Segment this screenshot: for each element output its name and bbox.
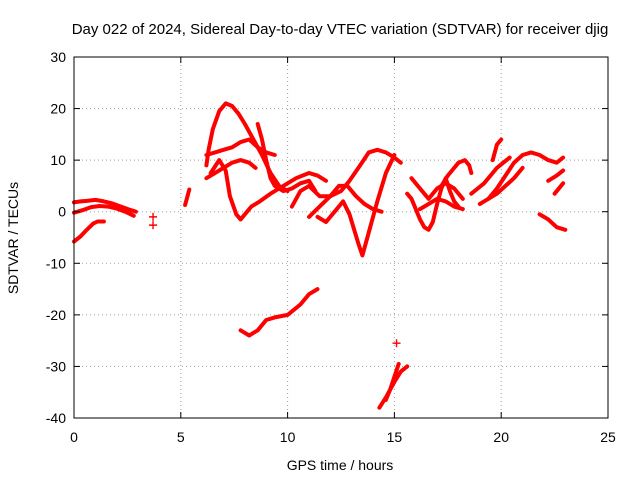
x-tick-label: 15 [387, 429, 403, 445]
series-trace-sat-p [405, 176, 461, 232]
series-trace-sat-u [477, 150, 566, 206]
series-trace-sat-c [72, 219, 106, 244]
axis-ticks: 0 5 10 15 20 25 -40 -30 -20 -10 0 10 20 30 [46, 49, 616, 445]
series-trace-sat-n [238, 287, 320, 338]
y-tick-label: -20 [46, 307, 66, 323]
grid [74, 57, 608, 418]
y-tick-label: 30 [50, 49, 66, 65]
y-tick-label: -10 [46, 255, 66, 271]
x-axis-label: GPS time / hours [287, 457, 394, 473]
series-trace-sat-a [72, 197, 138, 214]
series-trace-sat-j [289, 147, 403, 209]
x-tick-label: 10 [280, 429, 296, 445]
series-trace-sat-d [183, 187, 192, 207]
y-tick-label: -40 [46, 410, 66, 426]
series-trace-sat-x [537, 212, 568, 232]
series-trace-sat-b [72, 204, 136, 218]
series-trace-sat-s [439, 158, 474, 188]
y-tick-label: 20 [50, 101, 66, 117]
x-tick-label: 20 [493, 429, 509, 445]
x-tick-label: 5 [177, 429, 185, 445]
series-trace-sat-w [490, 137, 504, 163]
series-trace-sat-h [208, 158, 328, 222]
series-trace-sat-l [315, 153, 397, 258]
series-trace-sat-o [377, 364, 410, 410]
data-layer [72, 101, 568, 410]
series-trace-sat-i [255, 122, 318, 194]
y-tick-label: -30 [46, 358, 66, 374]
series-trace-sat-t [469, 155, 512, 196]
series-trace-sat-k [307, 183, 384, 219]
y-axis-label: SDTVAR / TECUs [5, 182, 21, 294]
series-trace-sat-r [418, 196, 465, 212]
series-trace-sat-v [486, 165, 525, 201]
y-tick-label: 10 [50, 152, 66, 168]
x-tick-label: 0 [70, 429, 78, 445]
data-point [149, 221, 158, 230]
data-point [392, 339, 401, 348]
series-trace-sat-g [204, 158, 258, 181]
y-tick-label: 0 [58, 204, 66, 220]
data-point [149, 212, 158, 221]
series-trace-sat-z [552, 181, 566, 196]
x-tick-label: 25 [600, 429, 616, 445]
chart-title: Day 022 of 2024, Sidereal Day-to-day VTE… [72, 21, 609, 38]
series-trace-sat-q [409, 176, 465, 201]
plot-frame [73, 56, 609, 419]
series-trace-sat-e [204, 101, 290, 194]
series-trace-sat-y [546, 168, 566, 183]
